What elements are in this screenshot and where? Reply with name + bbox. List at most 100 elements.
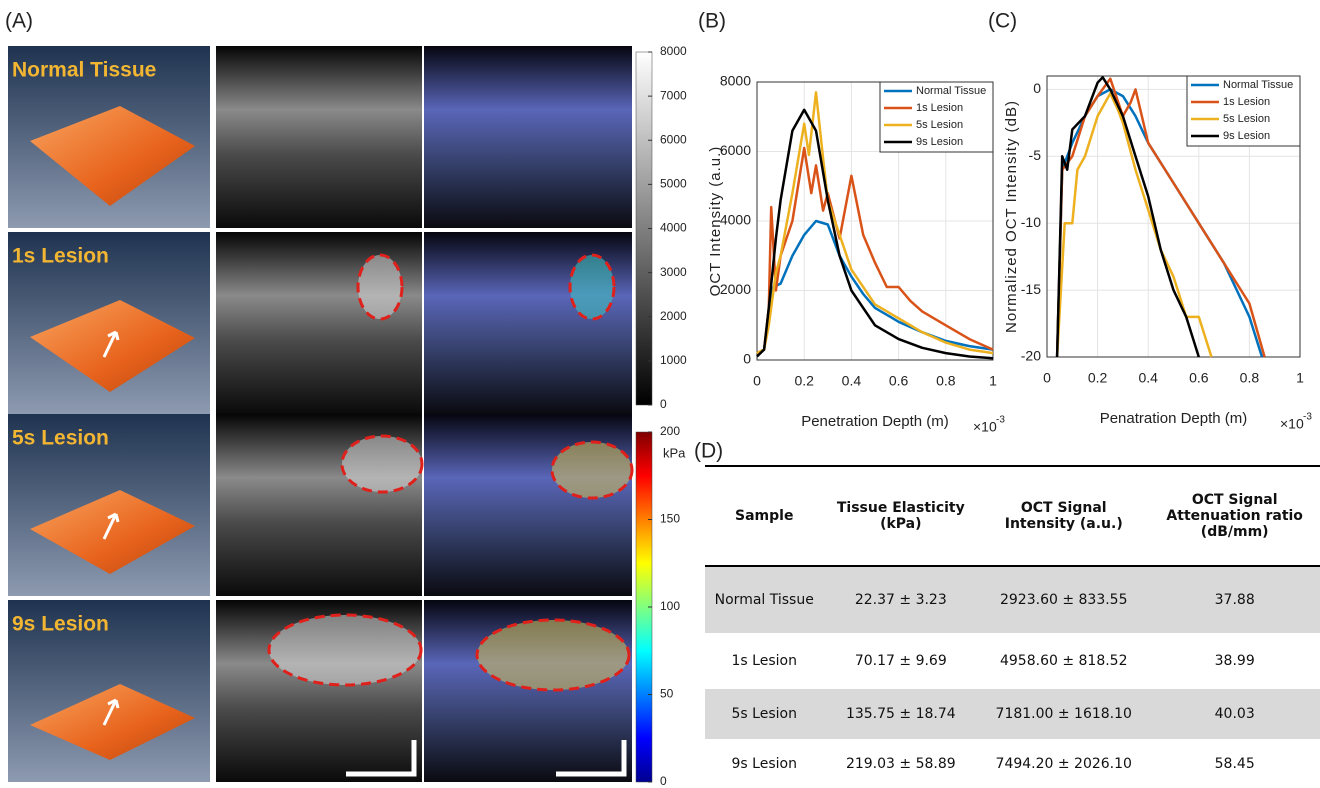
table-cell: 37.88 — [1149, 566, 1320, 633]
table-cell: 70.17 ± 9.69 — [854, 653, 947, 669]
lesion-outline — [568, 253, 616, 321]
x-multiplier-exponent: -3 — [996, 415, 1005, 426]
arrow — [102, 512, 120, 540]
legend-label: 1s Lesion — [916, 102, 963, 114]
table-row: 5s Lesion 135.75 ± 18.74 7181.00 ± 1618.10… — [705, 689, 1320, 739]
tissue-block — [30, 684, 195, 760]
x-tick-label: 1 — [989, 373, 997, 389]
y-axis-label: OCT Intensity (a.u.) — [707, 146, 724, 297]
colorbar-tick-label: 3000 — [660, 265, 687, 279]
y-tick-label: 6000 — [720, 142, 751, 158]
y-tick-label: 8000 — [720, 73, 751, 89]
table-cell: 38.99 — [1214, 653, 1255, 669]
tissue-block — [30, 300, 195, 392]
x-multiplier: ×10 — [973, 419, 997, 435]
tissue-block — [30, 490, 195, 574]
header-cell: Sample — [705, 465, 824, 567]
table-cell: 9s Lesion — [731, 755, 797, 772]
lesion-outline — [550, 440, 634, 500]
table-row: Normal Tissue 22.37 ± 3.23 2923.60 ± 833.5… — [705, 566, 1320, 633]
colorbar-tick-label: 5000 — [660, 177, 687, 191]
x-tick-label: 0 — [753, 373, 761, 389]
colorbar-tick-label: 0 — [660, 397, 667, 411]
y-tick-label: 0 — [1033, 80, 1041, 96]
arrow — [102, 330, 120, 358]
x-tick-label: 0.2 — [1088, 370, 1108, 386]
x-multiplier-exponent: -3 — [1303, 412, 1312, 423]
panel-label: (A) — [5, 10, 33, 33]
table-cell: 2923.60 ± 833.55 — [978, 566, 1150, 633]
legend-box — [1186, 75, 1301, 147]
lesion-outline — [267, 613, 423, 687]
table-cell: 135.75 ± 18.74 — [823, 689, 979, 739]
y-tick-label: 2000 — [720, 281, 751, 297]
header-row: Sample Tissue Elasticity (kPa) OCT Signal … — [705, 465, 1320, 567]
series-line — [1055, 92, 1213, 358]
colorbar-tick-label: 7000 — [660, 88, 687, 102]
x-tick-label: 0.8 — [1240, 370, 1260, 386]
legend-label: 9s Lesion — [916, 136, 963, 148]
colorbar-tick-label: 150 — [660, 512, 680, 526]
x-axis-label: Penetration Depth (m) — [801, 413, 949, 430]
x-axis-label: Penatration Depth (m) — [1100, 410, 1248, 427]
row-label: 1s Lesion — [12, 245, 109, 268]
legend-box — [879, 81, 994, 153]
table-row: 9s Lesion 219.03 ± 58.89 7494.20 ± 2026.10… — [705, 739, 1320, 788]
table-cell: 7494.20 ± 2026.10 — [995, 755, 1132, 772]
table-cell: 4958.60 ± 818.52 — [999, 653, 1128, 669]
colorbar-tick-label: 1000 — [660, 353, 687, 367]
row-label: 9s Lesion — [12, 613, 109, 636]
table-cell: 7181.00 ± 1618.10 — [978, 689, 1150, 739]
y-tick-label: 0 — [743, 351, 751, 367]
y-tick-label: -15 — [1021, 281, 1041, 297]
legend-label: 1s Lesion — [1223, 96, 1270, 108]
lesion-outline — [475, 618, 631, 692]
table-cell: 1s Lesion — [731, 653, 797, 669]
lesion-glow — [358, 255, 402, 319]
panel-label: (D) — [694, 440, 723, 463]
table-cell: 22.37 ± 3.23 — [823, 566, 979, 633]
image-panels — [8, 46, 634, 782]
colorbar-tick-label: 2000 — [660, 309, 687, 323]
x-tick-label: 0.4 — [842, 373, 862, 389]
x-tick-label: 0.2 — [794, 373, 814, 389]
x-tick-label: 0.8 — [936, 373, 956, 389]
table-cell: 40.03 — [1149, 689, 1320, 739]
y-tick-label: -10 — [1021, 214, 1041, 230]
y-axis-label: Normalized OCT Intensity (dB) — [1003, 100, 1020, 333]
y-tick-label: -5 — [1029, 147, 1042, 163]
x-tick-label: 0.4 — [1138, 370, 1158, 386]
colorbar-unit: kPa — [663, 445, 686, 460]
lesion-glow — [552, 442, 632, 498]
table-cell: 219.03 ± 58.89 — [845, 755, 956, 772]
x-tick-label: 0 — [1043, 370, 1051, 386]
lesion-glow — [342, 436, 422, 492]
oct-image — [216, 46, 422, 228]
scale-bar — [556, 740, 627, 777]
colorbar-tick-label: 8000 — [660, 44, 687, 58]
results-table: Sample Tissue Elasticity (kPa) OCT Signal … — [705, 465, 1320, 788]
colorbar-tick-label: 100 — [660, 599, 680, 613]
arrow — [102, 698, 120, 726]
lesion-glow — [477, 620, 629, 690]
lesion-glow — [570, 255, 614, 319]
colorbar-tick-label: 4000 — [660, 221, 687, 235]
panel-label: (B) — [698, 10, 726, 33]
colorbar-tick-label: 50 — [660, 687, 674, 701]
table-cell: 5s Lesion — [705, 689, 824, 739]
series-line — [756, 108, 994, 360]
legend-label: Normal Tissue — [1223, 79, 1293, 91]
elastogram — [424, 46, 632, 228]
legend-label: Normal Tissue — [916, 85, 986, 97]
colorbar-tick-label: 0 — [660, 774, 667, 787]
series-line — [1055, 77, 1266, 358]
x-tick-label: 1 — [1296, 370, 1304, 386]
series-line — [756, 146, 994, 355]
series-line — [756, 91, 994, 355]
lesion-outline — [340, 434, 424, 494]
plot-frame — [756, 81, 994, 361]
series-line — [1055, 76, 1200, 358]
legend-label: 5s Lesion — [916, 119, 963, 131]
